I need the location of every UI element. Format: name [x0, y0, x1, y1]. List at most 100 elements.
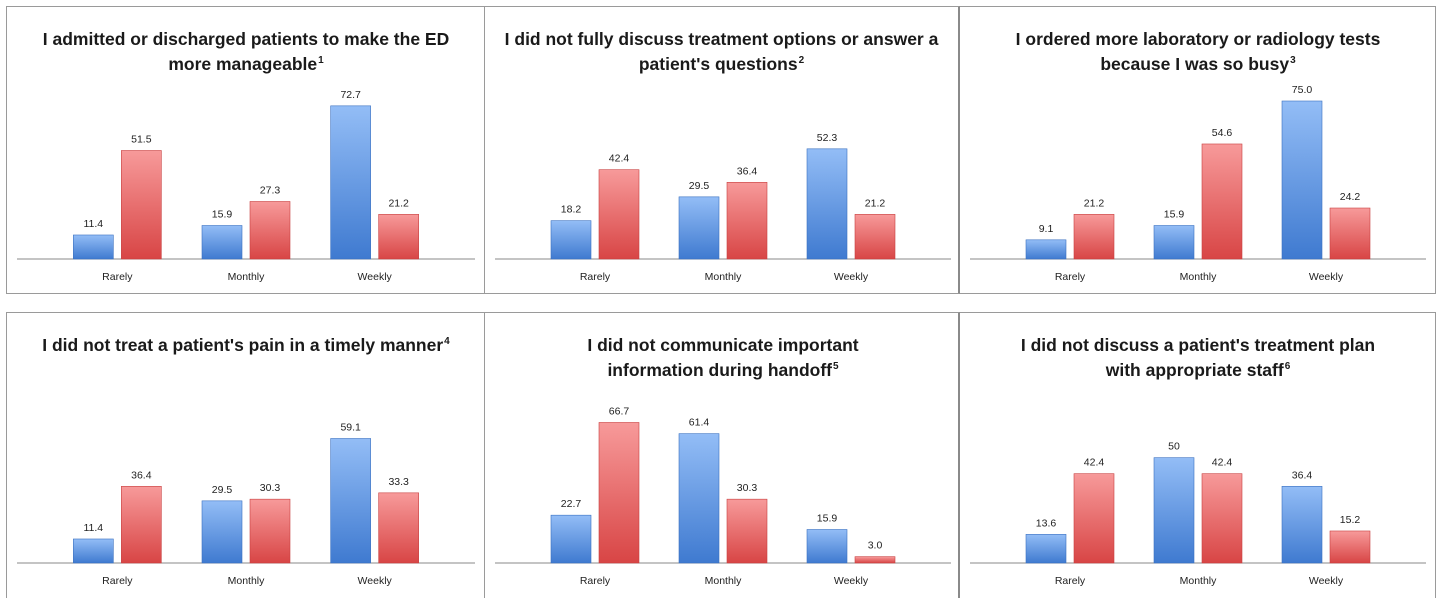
bar-chart-2: 18.2 42.4 Rarely 29.5 36.4 Monthly 52.3 21.2 Wee… — [495, 132, 951, 283]
data-label: 30.3 — [260, 482, 281, 494]
bar — [726, 498, 768, 564]
data-label: 36.4 — [131, 469, 152, 481]
chart-footnote: 6 — [1284, 361, 1291, 372]
bar — [854, 556, 896, 564]
bar — [378, 492, 419, 564]
chart-footnote: 5 — [832, 361, 839, 372]
data-label: 15.9 — [1164, 209, 1185, 221]
data-label: 15.2 — [1340, 514, 1361, 526]
data-label: 21.2 — [1084, 197, 1105, 209]
data-label: 51.5 — [131, 134, 152, 146]
bar — [1201, 473, 1243, 564]
category-label: Monthly — [705, 575, 743, 587]
data-label: 36.4 — [1292, 469, 1313, 481]
bar — [1025, 534, 1067, 564]
category-label: Rarely — [1055, 575, 1086, 587]
bar — [121, 486, 162, 564]
category-label: Rarely — [580, 271, 611, 283]
bar — [1201, 143, 1243, 260]
category-label: Rarely — [102, 271, 133, 283]
chart-title-text: I ordered more laboratory or radiology t… — [1015, 29, 1381, 74]
bar — [1153, 457, 1195, 564]
data-label: 21.2 — [865, 197, 886, 209]
data-label: 33.3 — [388, 476, 409, 488]
data-label: 66.7 — [609, 405, 630, 417]
chart-footnote: 1 — [318, 55, 324, 66]
bar-chart-4: 11.4 36.4 Rarely 29.5 30.3 Monthly 59.1 33.3 Wee… — [17, 421, 475, 587]
chart-footnote: 4 — [444, 336, 450, 347]
category-label: Rarely — [580, 575, 611, 587]
bar — [1281, 486, 1323, 564]
category-label: Weekly — [358, 575, 393, 587]
bar — [201, 500, 243, 564]
chart-title: I ordered more laboratory or radiology t… — [1013, 27, 1383, 77]
data-label: 15.9 — [212, 209, 233, 221]
bar — [1329, 530, 1371, 564]
data-label: 50 — [1168, 441, 1180, 453]
bar-chart-3: 9.1 21.2 Rarely 15.9 54.6 Monthly 75.0 24.2 Week… — [970, 84, 1426, 283]
data-label: 61.4 — [689, 417, 710, 429]
bar — [73, 234, 114, 260]
data-label: 15.9 — [817, 513, 838, 525]
data-label: 3.0 — [868, 540, 883, 552]
category-label: Monthly — [228, 271, 266, 283]
chart-title: I admitted or discharged patients to mak… — [26, 27, 466, 77]
category-label: Weekly — [1309, 271, 1344, 283]
bar — [201, 225, 243, 260]
category-label: Weekly — [358, 271, 393, 283]
data-label: 59.1 — [340, 421, 361, 433]
category-label: Weekly — [834, 575, 869, 587]
bar — [1153, 225, 1195, 260]
bar — [1281, 100, 1323, 260]
data-label: 75.0 — [1292, 84, 1313, 96]
chart-title-text: I admitted or discharged patients to mak… — [42, 29, 450, 74]
category-label: Weekly — [1309, 575, 1344, 587]
chart-panel-6: I did not discuss a patient's treatment … — [960, 312, 1436, 598]
bar — [121, 150, 162, 260]
chart-panel-1: I admitted or discharged patients to mak… — [6, 6, 484, 294]
bar — [598, 422, 640, 564]
bar — [1329, 207, 1371, 260]
bar-chart-1: 11.4 51.5 Rarely 15.9 27.3 Monthly 72.7 21.2 Wee… — [17, 89, 475, 283]
bar — [249, 498, 291, 564]
bar — [678, 196, 720, 260]
data-label: 27.3 — [260, 184, 281, 196]
chart-panel-3: I ordered more laboratory or radiology t… — [960, 6, 1436, 294]
chart-title-text: I did not discuss a patient's treatment … — [1020, 335, 1376, 380]
data-label: 13.6 — [1036, 517, 1057, 529]
bar — [598, 169, 640, 260]
data-label: 30.3 — [737, 482, 758, 494]
bar — [249, 201, 291, 260]
bar — [550, 220, 592, 260]
bar-chart-5: 22.7 66.7 Rarely 61.4 30.3 Monthly 15.9 3.0 Week… — [495, 405, 951, 587]
chart-title-text: I did not fully discuss treatment option… — [504, 29, 939, 74]
data-label: 72.7 — [340, 89, 361, 101]
data-label: 24.2 — [1340, 191, 1361, 203]
bar — [854, 214, 896, 260]
bar-chart-6: 13.6 42.4 Rarely 50 42.4 Monthly 36.4 15.2 Weekl… — [970, 441, 1426, 587]
bar — [330, 438, 371, 564]
data-label: 11.4 — [83, 522, 103, 534]
bar — [806, 529, 848, 564]
data-label: 11.4 — [83, 218, 103, 230]
data-label: 9.1 — [1039, 223, 1054, 235]
data-label: 54.6 — [1212, 127, 1233, 139]
category-label: Monthly — [1180, 271, 1218, 283]
chart-title-text: I did not communicate important informat… — [587, 335, 859, 380]
data-label: 42.4 — [1212, 457, 1233, 469]
category-label: Rarely — [1055, 271, 1086, 283]
bar — [806, 148, 848, 260]
bar — [1073, 214, 1115, 260]
data-label: 36.4 — [737, 165, 758, 177]
chart-title: I did not fully discuss treatment option… — [495, 27, 948, 77]
bar — [330, 105, 371, 260]
data-label: 18.2 — [561, 204, 582, 216]
chart-panel-5: I did not communicate important informat… — [484, 312, 960, 598]
bar — [726, 182, 768, 260]
chart-title: I did not communicate important informat… — [558, 333, 888, 383]
chart-title-text: I did not treat a patient's pain in a ti… — [42, 335, 444, 355]
category-label: Monthly — [228, 575, 266, 587]
data-label: 42.4 — [609, 153, 630, 165]
category-label: Monthly — [705, 271, 743, 283]
data-label: 29.5 — [212, 484, 233, 496]
